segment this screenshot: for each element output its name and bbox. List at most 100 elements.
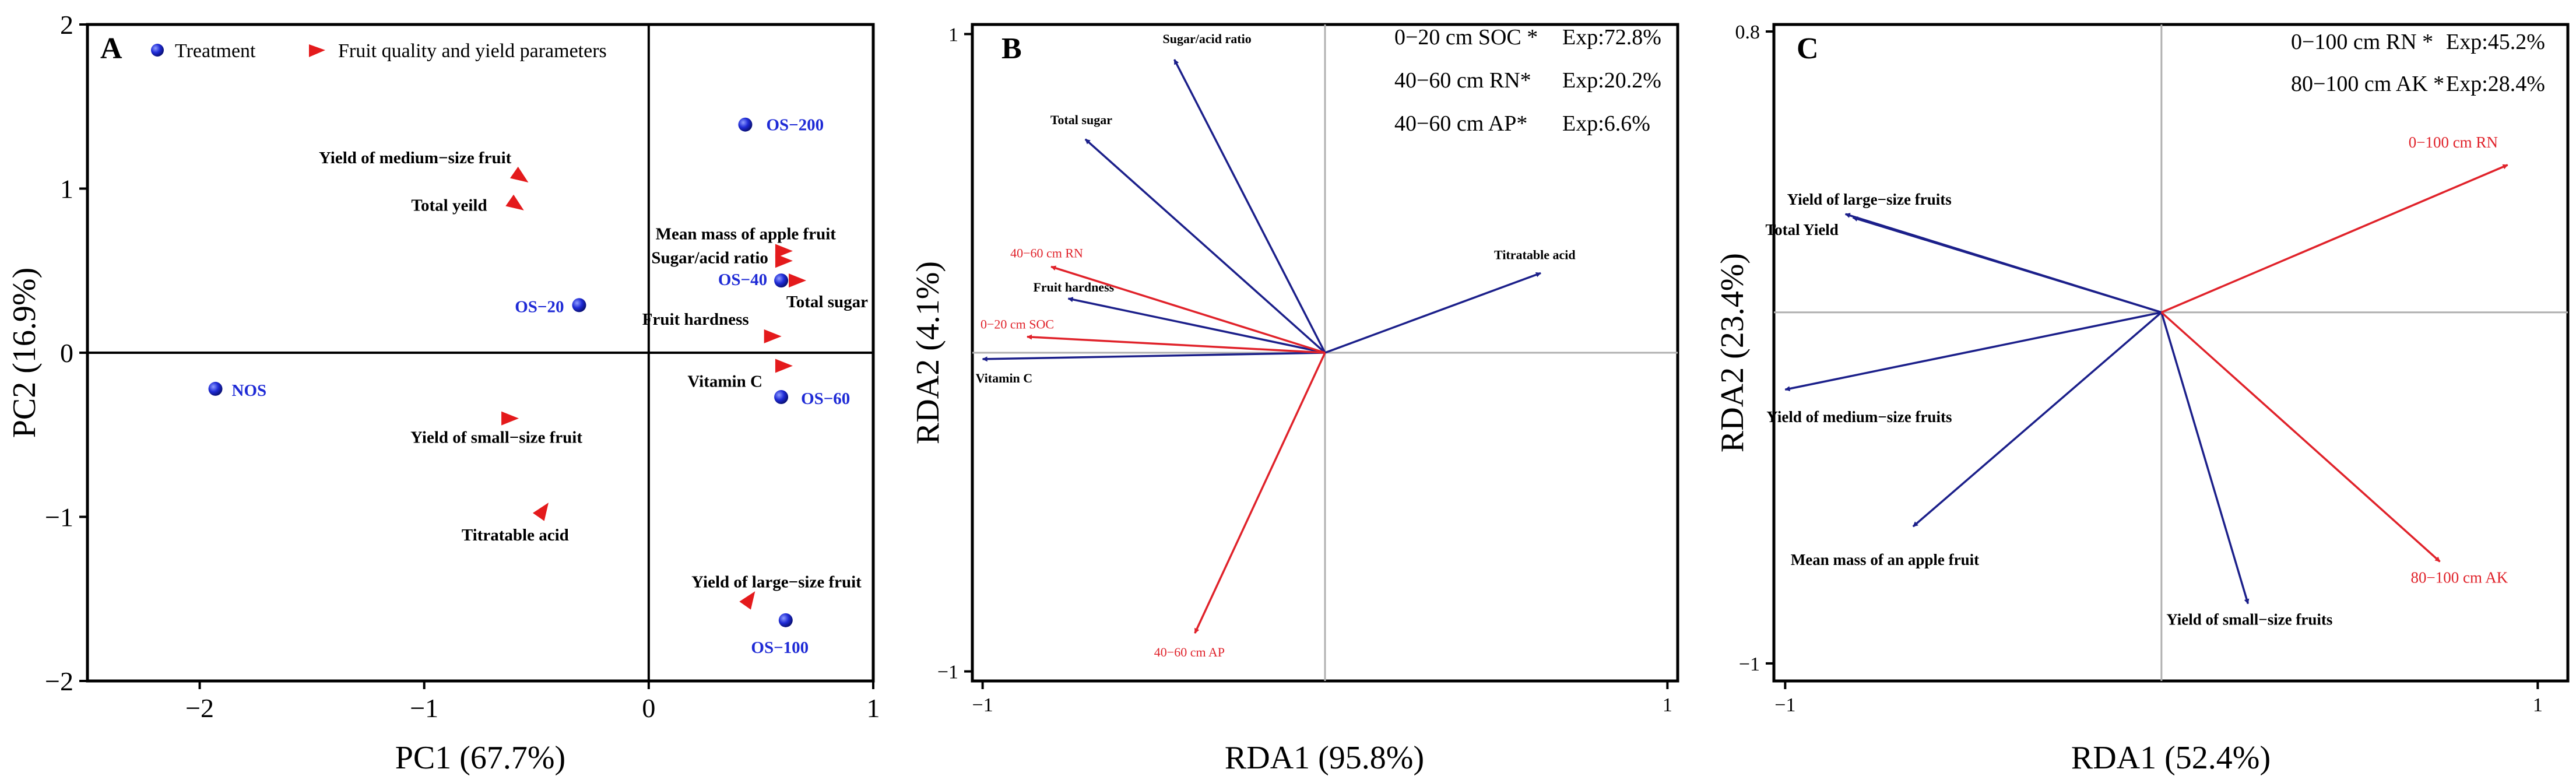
legend-treatment-label: Treatment bbox=[175, 40, 256, 62]
env-arrow bbox=[1050, 265, 1326, 354]
panel-c-exp-var-2: 80−100 cm AK * bbox=[2291, 72, 2444, 96]
treatment-point bbox=[572, 298, 586, 312]
treatment-label: OS−20 bbox=[515, 297, 564, 316]
parameter-label: Total sugar bbox=[786, 293, 868, 311]
panel-a-letter: A bbox=[100, 32, 122, 65]
parameter-marker bbox=[739, 591, 755, 610]
panel-a-xlabel: PC1 (67.7%) bbox=[395, 740, 565, 776]
panel-c-ytick-label: 0.8 bbox=[1735, 22, 1760, 43]
parameter-label: Total yeild bbox=[411, 196, 487, 215]
response-arrow bbox=[2160, 312, 2250, 605]
panel-a-legend: Treatment Fruit quality and yield parame… bbox=[151, 40, 607, 62]
panel-b-exp-var-3: 40−60 cm AP* bbox=[1394, 111, 1527, 136]
panel-b-ytick-label: 1 bbox=[948, 24, 958, 45]
panel-b-exp-val-2: Exp:20.2% bbox=[1562, 68, 1661, 93]
response-arrow-label: Total sugar bbox=[1050, 113, 1112, 127]
panel-b-letter: B bbox=[1001, 32, 1022, 65]
panel-a-xtick-label: −1 bbox=[410, 693, 438, 723]
response-arrow bbox=[1852, 216, 2162, 314]
parameter-label: Yield of small−size fruit bbox=[410, 429, 582, 447]
panel-c-exp-val-2: Exp:28.4% bbox=[2446, 72, 2545, 96]
response-arrow-label: Mean mass of an apple fruit bbox=[1791, 551, 1979, 568]
env-arrow bbox=[2161, 164, 2508, 314]
panel-a-xtick-label: −2 bbox=[185, 693, 214, 723]
treatment-point bbox=[774, 390, 789, 405]
panel-c-xlabel: RDA1 (52.4%) bbox=[2071, 740, 2271, 776]
parameter-label: Sugar/acid ratio bbox=[651, 248, 768, 267]
parameter-marker bbox=[532, 503, 549, 521]
parameter-label: Yield of large−size fruit bbox=[691, 573, 862, 591]
panel-b-xtick-label: −1 bbox=[972, 694, 993, 716]
parameter-marker bbox=[775, 244, 793, 258]
panel-c-axes: −1 1 −1 0.8 bbox=[1735, 22, 2568, 716]
parameter-label: Vitamin C bbox=[687, 373, 762, 391]
panel-c-arrows: Yield of large−size fruits Total Yield Yie… bbox=[1766, 134, 2508, 628]
panel-a-ytick-label: 0 bbox=[60, 338, 73, 368]
panel-a-ytick-label: −1 bbox=[45, 503, 73, 532]
panel-b-exp-val-1: Exp:72.8% bbox=[1562, 25, 1661, 50]
treatment-label: OS−100 bbox=[751, 638, 809, 657]
panel-b-xtick-label: 1 bbox=[1663, 694, 1672, 716]
treatment-point bbox=[774, 273, 789, 288]
response-arrow-label: Yield of small−size fruits bbox=[2166, 611, 2332, 628]
response-arrow-label: Sugar/acid ratio bbox=[1163, 31, 1252, 46]
parameter-label: Fruit hardness bbox=[642, 310, 749, 329]
parameter-marker bbox=[775, 254, 793, 268]
parameter-marker bbox=[764, 329, 782, 343]
parameter-marker bbox=[789, 273, 807, 288]
panel-a-ytick-label: −2 bbox=[45, 666, 73, 696]
panel-c-explained-variance: 0−100 cm RN * Exp:45.2% 80−100 cm AK * E… bbox=[2291, 30, 2545, 96]
response-arrow bbox=[1067, 297, 1326, 354]
parameter-label: Yield of medium−size fruit bbox=[319, 149, 512, 167]
panel-c-exp-val-1: Exp:45.2% bbox=[2446, 30, 2545, 54]
panel-b-rda-biplot: B 0−20 cm SOC * Exp:72.8% 40−60 cm RN* E… bbox=[910, 23, 1679, 776]
env-arrow-label: 0−100 cm RN bbox=[2409, 134, 2498, 151]
panel-c-xtick-label: −1 bbox=[1774, 694, 1795, 716]
response-arrow bbox=[1912, 311, 2163, 528]
panel-a-xtick-label: 1 bbox=[867, 693, 880, 723]
parameter-marker bbox=[501, 411, 519, 426]
treatment-label: OS−200 bbox=[766, 116, 824, 135]
panel-a-ytick-label: 2 bbox=[60, 10, 73, 40]
panel-a-axes: −2 −1 0 1 −2 −1 0 1 2 bbox=[45, 10, 880, 723]
panel-c-exp-var-1: 0−100 cm RN * bbox=[2291, 30, 2433, 54]
panel-c-letter: C bbox=[1797, 32, 1819, 65]
env-arrow-label: 80−100 cm AK bbox=[2411, 568, 2508, 586]
treatment-label: NOS bbox=[232, 381, 267, 400]
treatment-point bbox=[208, 381, 223, 396]
response-arrow-label: Total Yield bbox=[1766, 221, 1839, 238]
panel-b-explained-variance: 0−20 cm SOC * Exp:72.8% 40−60 cm RN* Exp… bbox=[1394, 25, 1661, 136]
parameter-label: Titratable acid bbox=[462, 526, 569, 545]
response-arrow bbox=[1324, 272, 1541, 354]
response-arrow bbox=[1784, 311, 2162, 392]
treatment-point bbox=[778, 613, 793, 627]
response-arrow bbox=[1173, 59, 1326, 353]
parameter-marker bbox=[505, 194, 524, 210]
env-arrow bbox=[1194, 352, 1326, 634]
panel-c-ytick-label: −1 bbox=[1739, 654, 1760, 675]
panel-b-ylabel: RDA2 (4.1%) bbox=[910, 261, 946, 444]
response-arrow-label: Vitamin C bbox=[976, 371, 1033, 385]
legend-fruit-param-marker bbox=[309, 44, 325, 57]
legend-fruit-param-label: Fruit quality and yield parameters bbox=[338, 40, 607, 62]
panel-b-exp-var-1: 0−20 cm SOC * bbox=[1394, 25, 1538, 50]
parameter-marker bbox=[509, 166, 529, 182]
parameter-label: Mean mass of apple fruit bbox=[656, 224, 837, 243]
panel-a-ylabel: PC2 (16.9%) bbox=[6, 268, 43, 438]
panel-c-rda-biplot: C 0−100 cm RN * Exp:45.2% 80−100 cm AK *… bbox=[1714, 22, 2570, 776]
treatment-point bbox=[738, 117, 753, 132]
legend-treatment-marker bbox=[151, 44, 164, 57]
panel-a-pca-biplot: A Treatment Fruit quality and yield para… bbox=[6, 10, 880, 776]
panel-b-exp-val-3: Exp:6.6% bbox=[1562, 111, 1650, 136]
panel-c-ylabel: RDA2 (23.4%) bbox=[1714, 253, 1751, 452]
response-arrow bbox=[1084, 138, 1326, 354]
panel-b-ytick-label: −1 bbox=[937, 662, 958, 683]
panel-a-ytick-label: 1 bbox=[60, 174, 73, 204]
response-arrow-label: Yield of large−size fruits bbox=[1787, 191, 1952, 208]
env-arrow-label: 40−60 cm RN bbox=[1010, 245, 1083, 260]
env-arrow bbox=[1027, 334, 1326, 354]
panel-c-xtick-label: 1 bbox=[2533, 694, 2543, 716]
env-arrow bbox=[2160, 311, 2441, 563]
treatment-label: OS−60 bbox=[801, 389, 850, 408]
